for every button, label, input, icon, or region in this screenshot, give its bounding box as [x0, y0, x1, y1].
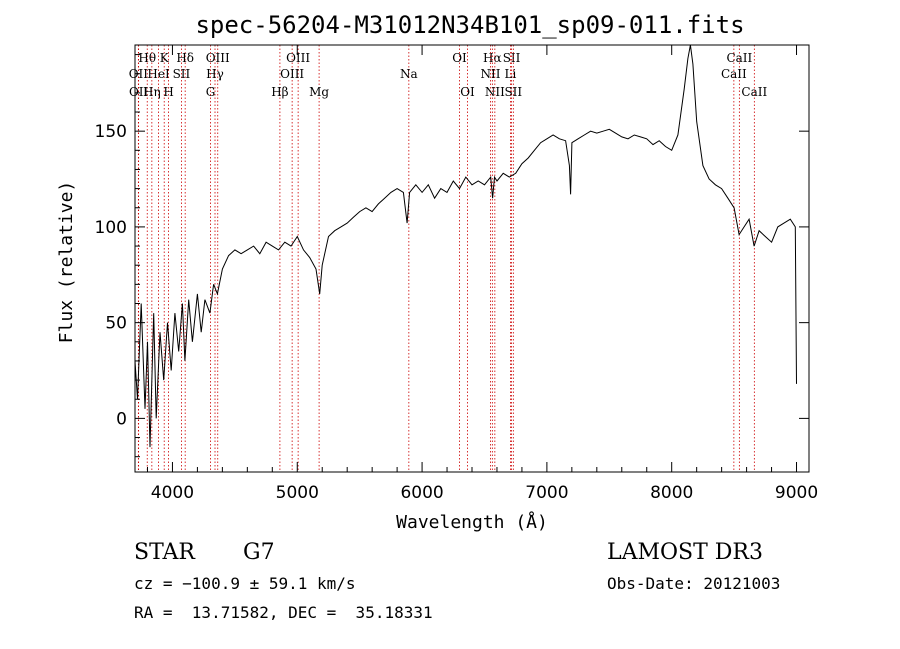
line-label-17: OI [452, 51, 467, 65]
x-tick-label-4: 8000 [650, 483, 693, 503]
y-tick-label-1: 50 [105, 314, 127, 334]
line-label-6: H [163, 85, 173, 99]
spectrum-line-0 [134, 44, 797, 448]
line-label-0: Hθ [138, 51, 156, 65]
y-axis-label: Flux (relative) [56, 181, 77, 344]
survey-name: LAMOST DR3 [607, 540, 763, 565]
x-tick-label-2: 6000 [400, 483, 443, 503]
line-label-5: Hη [143, 85, 161, 99]
redshift-cz: cz = −100.9 ± 59.1 km/s [134, 574, 356, 593]
line-label-19: Hα [483, 51, 502, 65]
line-label-3: K [160, 51, 170, 65]
line-label-12: Hβ [271, 85, 288, 99]
line-label-22: SII [503, 51, 521, 65]
line-label-11: G [206, 85, 216, 99]
chart-title: spec-56204-M31012N34B101_sp09-011.fits [195, 11, 744, 39]
observation-date: Obs-Date: 20121003 [607, 574, 781, 593]
object-class: STAR [134, 540, 195, 565]
spectrum-series [134, 44, 797, 448]
line-label-9: OIII [206, 51, 230, 65]
line-label-16: Na [400, 67, 418, 81]
line-label-4: HeI [147, 67, 170, 81]
line-label-10: Hγ [206, 67, 224, 81]
line-label-20: NII [480, 67, 500, 81]
y-tick-label-3: 150 [95, 122, 127, 142]
line-label-25: CaII [726, 51, 752, 65]
x-tick-label-3: 7000 [525, 483, 568, 503]
object-subclass: G7 [243, 540, 275, 565]
line-label-2: OII [129, 85, 149, 99]
x-tick-label-1: 5000 [276, 483, 319, 503]
line-label-13: OIII [286, 51, 310, 65]
line-label-23: Li [505, 67, 517, 81]
line-label-26: CaII [721, 67, 747, 81]
x-axis-label: Wavelength (Å) [396, 511, 548, 533]
axis-ticks: 4000 5000 6000 7000 8000 9000 0 50 100 150 [95, 45, 818, 503]
plot-frame [134, 44, 810, 473]
line-label-8: SII [173, 67, 191, 81]
coordinates: RA = 13.71582, DEC = 35.18331 [134, 603, 433, 622]
line-label-21: NII [485, 85, 505, 99]
x-tick-label-0: 4000 [151, 483, 194, 503]
line-label-7: Hδ [176, 51, 194, 65]
line-label-18: OI [460, 85, 475, 99]
y-tick-label-2: 100 [95, 218, 127, 238]
line-label-27: CaII [741, 85, 767, 99]
x-tick-label-5: 9000 [775, 483, 818, 503]
line-label-24: SII [504, 85, 522, 99]
y-tick-label-0: 0 [116, 409, 127, 429]
line-label-14: OIII [280, 67, 304, 81]
line-label-15: Mg [309, 85, 329, 99]
